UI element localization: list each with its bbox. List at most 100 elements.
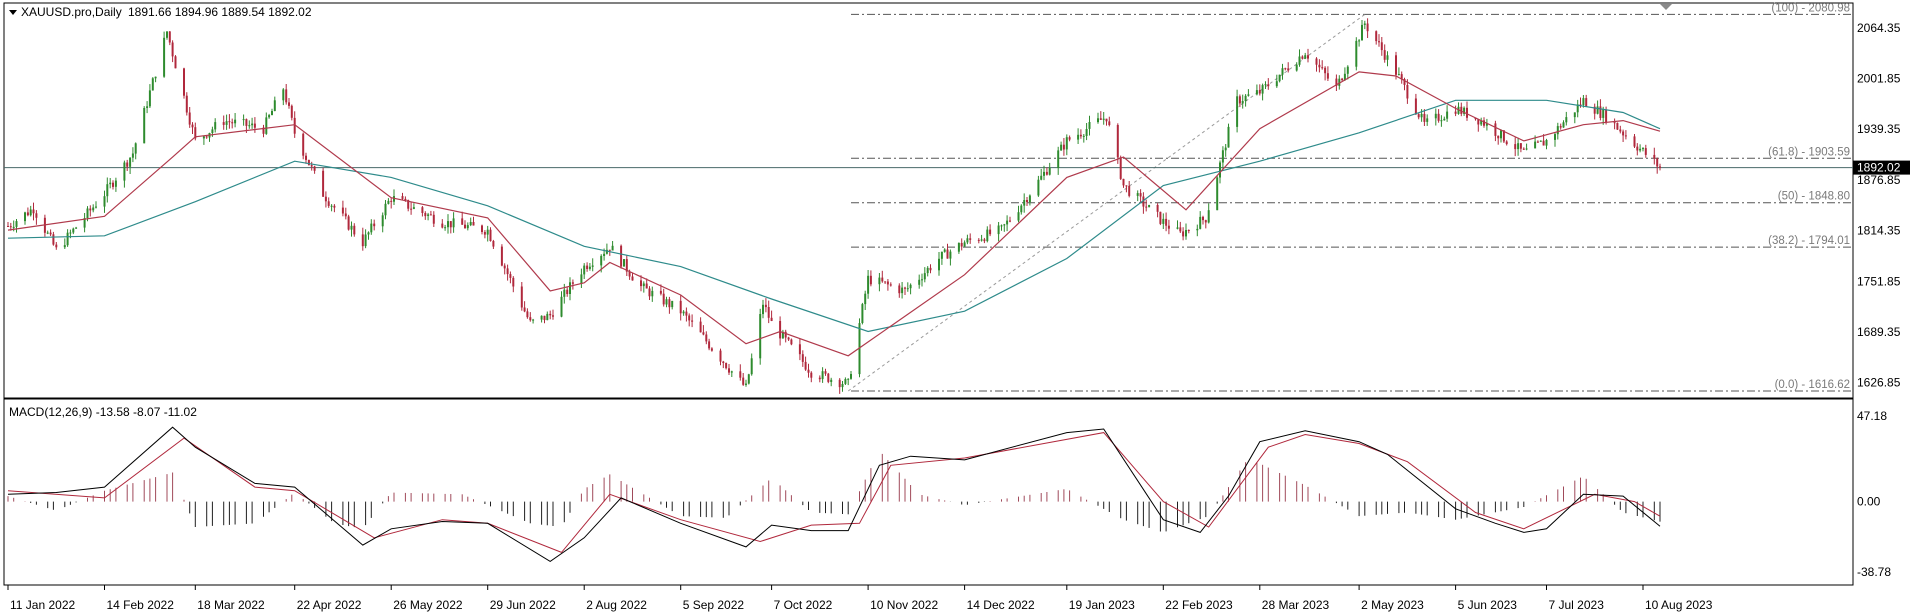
candle-body <box>750 358 753 375</box>
candle-body <box>1227 126 1230 148</box>
candle-body <box>168 31 171 43</box>
candle <box>481 224 483 235</box>
candle-body <box>745 383 747 385</box>
candle-body <box>529 317 532 321</box>
macd-axis[interactable]: 47.18 0.00 -38.78 <box>1857 409 1891 579</box>
candle <box>489 227 492 242</box>
candle-body <box>1102 118 1105 120</box>
candle <box>1554 132 1556 147</box>
candle-body <box>1642 148 1644 150</box>
candle <box>429 210 432 216</box>
candle-body <box>1145 206 1148 208</box>
candle-body <box>1599 106 1602 118</box>
candle <box>1480 117 1483 126</box>
candle <box>1009 216 1011 223</box>
candle <box>1636 143 1639 156</box>
candle-body <box>719 350 722 362</box>
date-tick-label: 22 Apr 2022 <box>297 598 362 612</box>
candle <box>1539 140 1542 142</box>
candle <box>807 363 810 378</box>
candle <box>103 190 106 213</box>
date-tick-label: 5 Sep 2022 <box>683 598 745 612</box>
candle <box>1023 193 1026 213</box>
candle-body <box>682 311 685 314</box>
candle <box>1500 129 1502 143</box>
candle <box>1363 20 1366 30</box>
candle <box>1644 144 1647 158</box>
candle-body <box>1536 141 1539 143</box>
candle-body <box>625 259 628 272</box>
candle-body <box>997 225 1000 235</box>
candle <box>1653 147 1656 165</box>
candle <box>131 147 134 163</box>
candle <box>790 338 793 346</box>
date-axis[interactable]: 11 Jan 2022 14 Feb 2022 18 Mar 2022 22 Apr … <box>7 585 1713 612</box>
candle-body <box>591 265 594 267</box>
candle <box>313 165 316 174</box>
candle-body <box>1440 120 1443 122</box>
candle-body <box>759 314 762 359</box>
candle <box>1304 52 1307 60</box>
candle <box>1576 99 1579 118</box>
candle-body <box>1125 185 1128 187</box>
candle-body <box>441 223 444 228</box>
date-tick-label: 10 Aug 2023 <box>1645 598 1713 612</box>
candle <box>52 231 55 246</box>
candle <box>560 291 563 318</box>
candle <box>651 286 654 302</box>
candle-body <box>1619 129 1622 132</box>
candle <box>506 264 509 281</box>
candle-body <box>1238 96 1241 104</box>
candle-body <box>1525 148 1528 150</box>
fibonacci-layer: (100) - 2080.98 (61.8) - 1903.59 (50) - 18… <box>851 2 1853 392</box>
candle-body <box>234 119 237 124</box>
candle-body <box>881 277 884 282</box>
candle-body <box>1179 227 1182 232</box>
candle-body <box>688 315 691 321</box>
candle-body <box>1139 193 1142 197</box>
candle <box>503 263 506 275</box>
candle-body <box>1062 144 1065 150</box>
symbol-dropdown-icon[interactable] <box>9 10 17 15</box>
candle <box>861 302 864 325</box>
candle-body <box>126 162 129 167</box>
candle-body <box>407 200 410 209</box>
candle-body <box>367 232 370 235</box>
candle-body <box>1136 193 1139 196</box>
candle-body <box>248 125 251 127</box>
candle-body <box>1397 74 1400 76</box>
fibonacci-trendline[interactable] <box>847 13 1366 392</box>
candle <box>1318 59 1321 73</box>
chart-shift-marker-icon[interactable] <box>1660 4 1672 10</box>
candle <box>1624 130 1627 140</box>
candle-body <box>290 105 293 118</box>
candle <box>543 315 546 324</box>
price-axis[interactable]: 2064.35 2001.85 1939.35 1876.85 1814.35 … <box>1857 21 1901 390</box>
candle <box>1139 189 1142 203</box>
candle-body <box>1278 74 1281 82</box>
candle <box>1088 115 1091 136</box>
candle <box>1159 211 1162 226</box>
candle <box>384 200 387 220</box>
candle-body <box>1605 109 1608 123</box>
candle <box>1335 74 1338 91</box>
candle <box>957 242 960 254</box>
candle <box>901 282 904 299</box>
candle-body <box>586 265 589 269</box>
candle-body <box>1380 42 1383 51</box>
candle <box>148 84 151 108</box>
candle-body <box>1082 135 1085 137</box>
candle-body <box>265 117 268 134</box>
candle-body <box>95 206 97 208</box>
candle <box>1298 49 1301 67</box>
candle-body <box>92 207 95 211</box>
candle <box>262 124 265 138</box>
candle-body <box>1315 58 1318 65</box>
macd-tick: 0.00 <box>1857 495 1881 509</box>
candle-body <box>429 214 432 216</box>
candle-body <box>679 300 682 314</box>
candle <box>1616 122 1619 130</box>
candle-body <box>940 251 943 259</box>
